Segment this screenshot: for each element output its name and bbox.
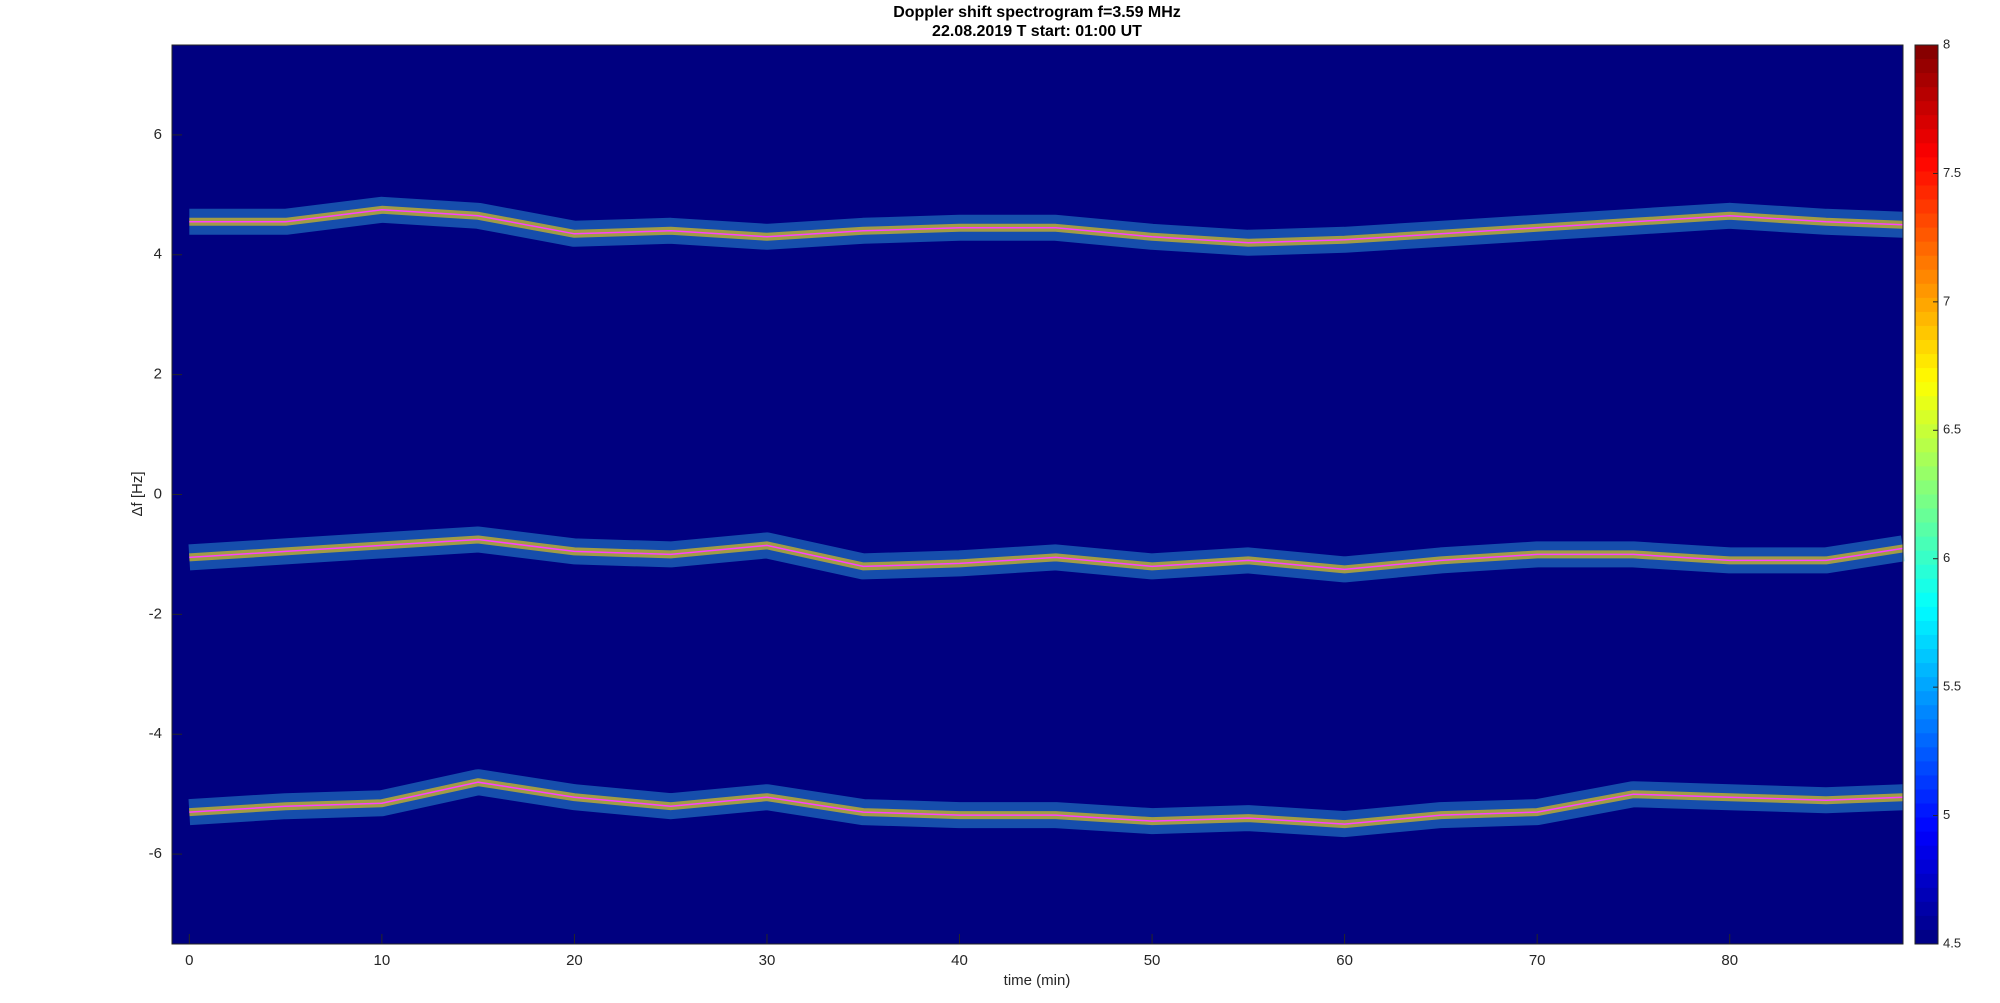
colorbar-swatch: [1915, 775, 1938, 790]
colorbar-swatch: [1915, 452, 1938, 467]
colorbar-swatch: [1915, 129, 1938, 144]
colorbar-swatch: [1915, 663, 1938, 678]
colorbar-swatch: [1915, 101, 1938, 116]
colorbar-swatch: [1915, 634, 1938, 650]
colorbar-swatch: [1915, 522, 1938, 538]
doppler-trace: [189, 538, 1904, 571]
colorbar-tick-label: 6: [1943, 550, 1950, 565]
colorbar-swatch: [1915, 171, 1938, 186]
colorbar-swatch: [1915, 677, 1938, 692]
colorbar-swatch: [1915, 578, 1938, 594]
colorbar-swatch: [1915, 733, 1938, 748]
x-tick-label: 40: [951, 952, 968, 969]
colorbar-swatch: [1915, 606, 1938, 622]
colorbar-swatch: [1915, 845, 1938, 861]
colorbar-swatch: [1915, 297, 1938, 313]
colorbar-swatch: [1915, 87, 1938, 102]
colorbar-swatch: [1915, 592, 1938, 608]
colorbar-swatch: [1915, 873, 1938, 889]
colorbar-swatch: [1915, 339, 1938, 355]
colorbar-swatch: [1915, 325, 1938, 341]
y-axis-label: Δf [Hz]: [129, 471, 146, 516]
colorbar-swatch: [1915, 45, 1938, 60]
colorbar-swatch: [1915, 564, 1938, 580]
y-tick-label: -6: [149, 845, 162, 862]
colorbar-tick-label: 7: [1943, 293, 1950, 308]
colorbar-swatch: [1915, 368, 1938, 383]
x-axis-label: time (min): [1004, 972, 1071, 989]
colorbar-swatch: [1915, 817, 1938, 833]
y-tick-label: 0: [154, 485, 162, 502]
colorbar-swatch: [1915, 747, 1938, 762]
y-tick-label: -2: [149, 605, 162, 622]
colorbar-swatch: [1915, 466, 1938, 481]
x-tick-label: 50: [1144, 952, 1161, 969]
colorbar-tick-label: 5: [1943, 807, 1950, 822]
colorbar-swatch: [1915, 620, 1938, 636]
colorbar-swatch: [1915, 649, 1938, 664]
x-tick-label: 70: [1529, 952, 1546, 969]
y-tick-label: 6: [154, 126, 162, 143]
colorbar-tick-label: 5.5: [1943, 679, 1961, 694]
colorbar-swatch: [1915, 143, 1938, 158]
colorbar-swatch: [1915, 283, 1938, 299]
colorbar-tick-label: 7.5: [1943, 165, 1961, 180]
x-tick-label: 60: [1336, 952, 1353, 969]
y-tick-label: 4: [154, 246, 162, 263]
colorbar-swatch: [1915, 199, 1938, 215]
colorbar-swatch: [1915, 901, 1938, 917]
colorbar-swatch: [1915, 424, 1938, 439]
colorbar-swatch: [1915, 915, 1938, 931]
colorbar-swatch: [1915, 929, 1938, 945]
colorbar-swatch: [1915, 536, 1938, 552]
colorbar-swatch: [1915, 185, 1938, 201]
colorbar-tick-label: 4.5: [1943, 935, 1961, 950]
x-tick-label: 80: [1721, 952, 1738, 969]
colorbar-swatch: [1915, 494, 1938, 510]
doppler-trace: [189, 209, 1904, 244]
x-tick-label: 0: [185, 952, 193, 969]
x-tick-label: 30: [759, 952, 776, 969]
colorbar-swatch: [1915, 255, 1938, 271]
doppler-trace: [189, 781, 1904, 825]
colorbar-tick-label: 6.5: [1943, 422, 1961, 437]
colorbar-swatch: [1915, 550, 1938, 566]
x-tick-label: 10: [374, 952, 391, 969]
colorbar-swatch: [1915, 157, 1938, 172]
colorbar-swatch: [1915, 396, 1938, 411]
colorbar-swatch: [1915, 311, 1938, 327]
colorbar-swatch: [1915, 719, 1938, 734]
colorbar-swatch: [1915, 831, 1938, 847]
colorbar-swatch: [1915, 789, 1938, 805]
colorbar-swatch: [1915, 115, 1938, 130]
colorbar-tick-label: 8: [1943, 36, 1950, 51]
colorbar-swatch: [1915, 382, 1938, 397]
colorbar-swatch: [1915, 241, 1938, 257]
colorbar-box: [1914, 44, 1939, 945]
chart-title: Doppler shift spectrogram f=3.59 MHz: [893, 4, 1181, 21]
y-tick-label: -4: [149, 725, 162, 742]
y-tick-label: 2: [154, 366, 162, 383]
colorbar-swatch: [1915, 761, 1938, 776]
colorbar-swatch: [1915, 887, 1938, 903]
chart-subtitle: 22.08.2019 T start: 01:00 UT: [932, 23, 1142, 40]
colorbar-swatch: [1915, 354, 1938, 369]
colorbar-swatch: [1915, 508, 1938, 524]
colorbar-swatch: [1915, 438, 1938, 453]
colorbar-swatch: [1915, 59, 1938, 74]
colorbar-swatch: [1915, 269, 1938, 285]
colorbar-swatch: [1915, 803, 1938, 819]
colorbar-swatch: [1915, 691, 1938, 706]
colorbar-swatch: [1915, 410, 1938, 425]
x-tick-label: 20: [566, 952, 583, 969]
colorbar-swatch: [1915, 859, 1938, 875]
colorbar-swatch: [1915, 73, 1938, 88]
colorbar-swatch: [1915, 705, 1938, 720]
colorbar-swatch: [1915, 480, 1938, 495]
colorbar-swatch: [1915, 213, 1938, 229]
colorbar-swatch: [1915, 227, 1938, 243]
